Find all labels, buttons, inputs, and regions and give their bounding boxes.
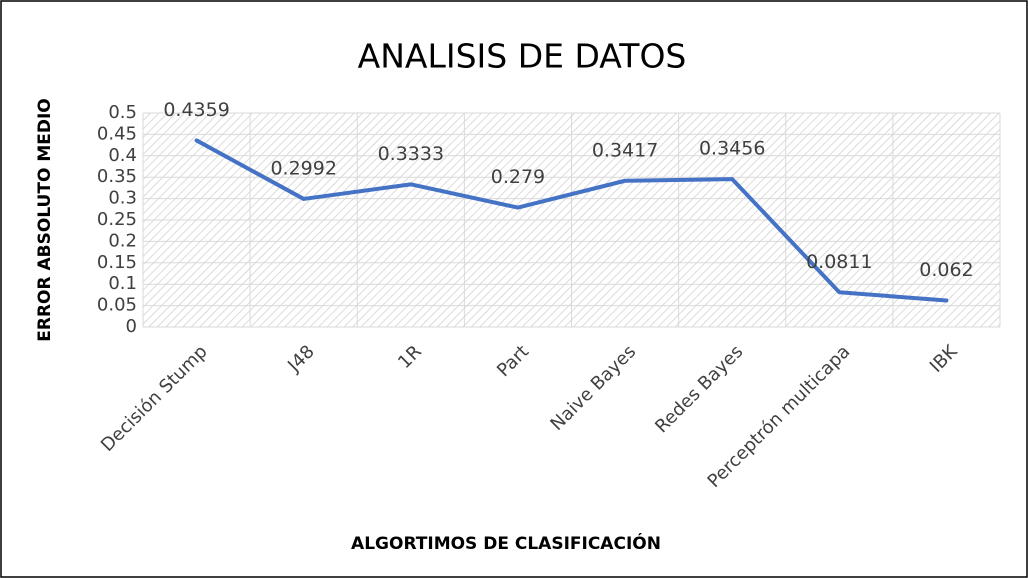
- y-tick-label: 0.3: [108, 188, 137, 209]
- y-tick-label: 0.5: [108, 102, 137, 123]
- y-tick-label: 0.15: [97, 252, 137, 273]
- x-axis-label: ALGORTIMOS DE CLASIFICACIÓN: [351, 532, 661, 554]
- data-label: 0.3333: [378, 143, 444, 165]
- y-tick-label: 0.45: [97, 123, 137, 144]
- y-tick-label: 0.35: [97, 166, 137, 187]
- y-axis-label: ERROR ABSOLUTO MEDIO: [35, 98, 55, 341]
- data-label: 0.279: [491, 166, 545, 188]
- y-tick-label: 0.1: [108, 273, 137, 294]
- data-label: 0.4359: [163, 99, 229, 121]
- y-tick-label: 0: [126, 316, 137, 337]
- y-tick-label: 0.05: [97, 295, 137, 316]
- line: [194, 138, 949, 303]
- data-label: 0.3456: [699, 138, 765, 160]
- chart-title: ANALISIS DE DATOS: [358, 37, 687, 76]
- data-label: 0.2992: [270, 157, 336, 179]
- data-label: 0.062: [919, 259, 973, 281]
- y-tick-label: 0.2: [108, 230, 137, 251]
- y-tick-label: 0.25: [97, 209, 137, 230]
- y-tick-label: 0.4: [108, 145, 137, 166]
- data-label: 0.0811: [806, 251, 872, 273]
- data-label: 0.3417: [592, 139, 658, 161]
